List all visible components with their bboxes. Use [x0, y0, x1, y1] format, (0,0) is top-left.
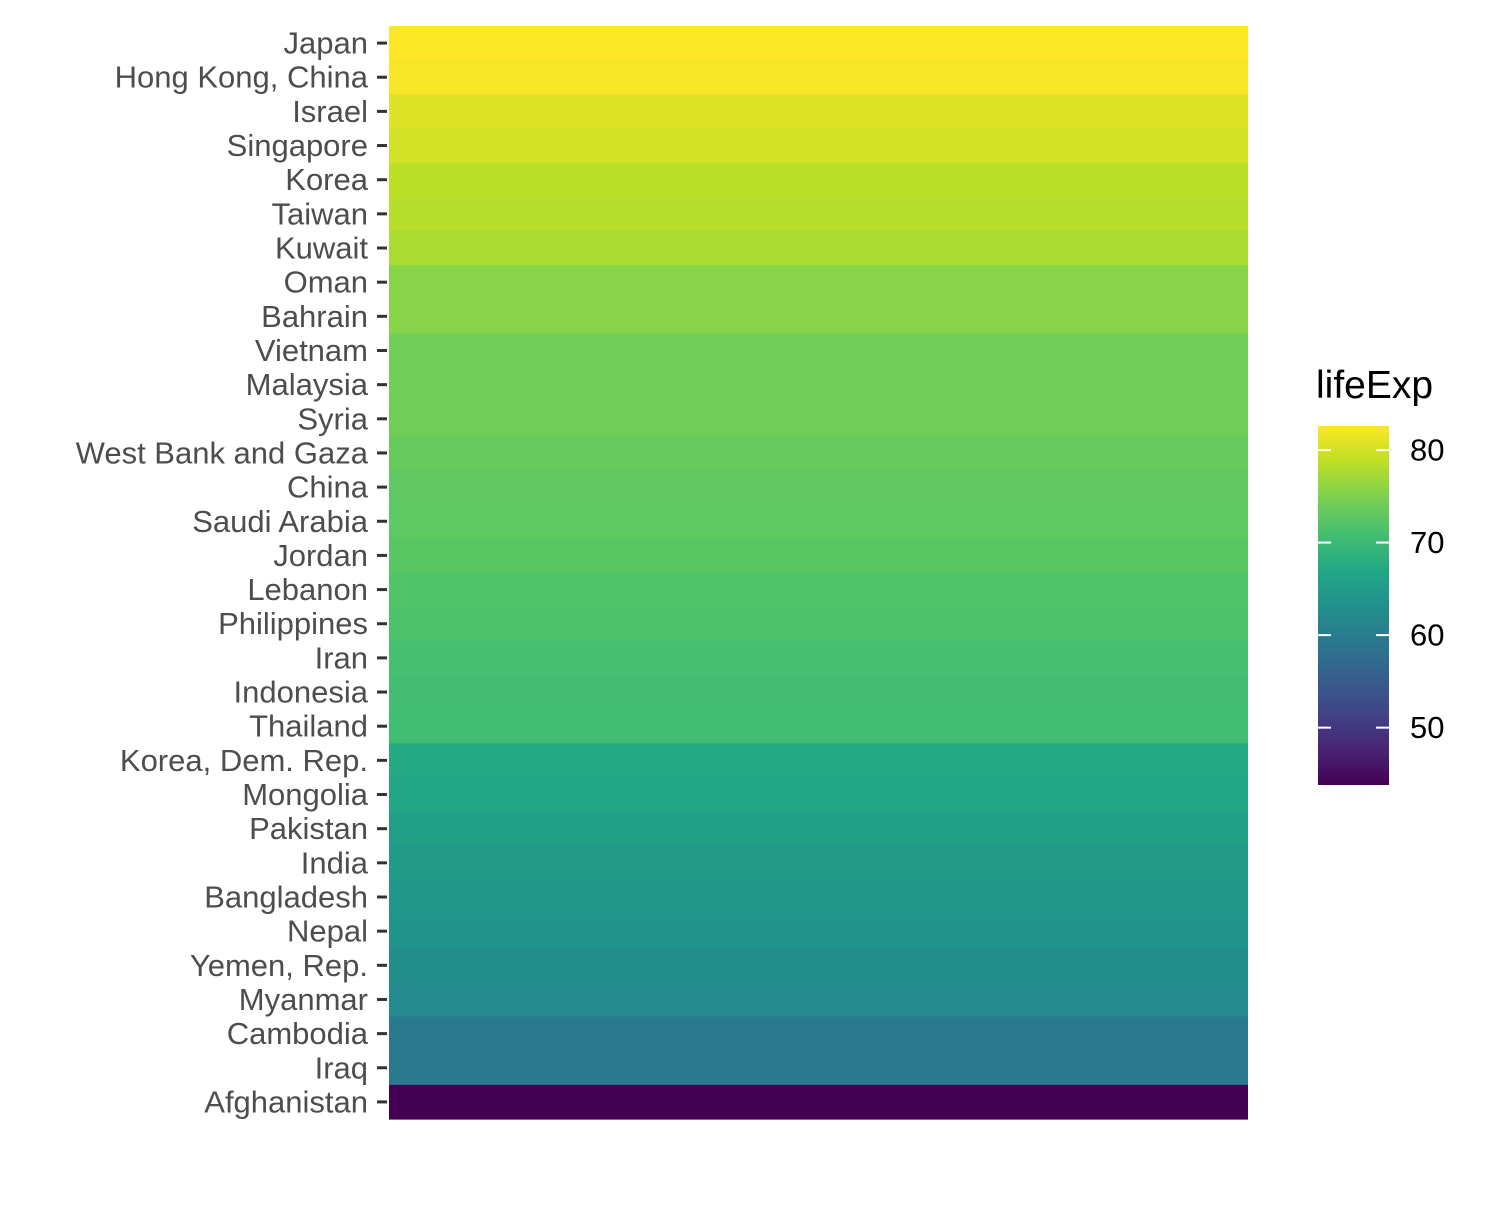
colorbar-legend: lifeExp 50 60 70 80 — [1316, 364, 1444, 785]
y-axis-tick-label: Lebanon — [247, 572, 368, 607]
y-axis-tick-label: West Bank and Gaza — [76, 435, 369, 470]
heatmap-tile — [389, 1050, 1248, 1086]
colorbar-ticks: 50 60 70 80 — [1318, 433, 1444, 745]
y-axis-tick-label: Taiwan — [272, 196, 369, 231]
y-axis-tick-label: Saudi Arabia — [192, 504, 369, 539]
heatmap-tile — [389, 94, 1248, 130]
heatmap-tile — [389, 162, 1248, 198]
y-axis-tick-label: Israel — [292, 94, 368, 129]
heatmap-tiles — [389, 26, 1248, 1120]
heatmap-tile — [389, 128, 1248, 164]
heatmap-tile — [389, 982, 1248, 1018]
heatmap-tile — [389, 914, 1248, 949]
y-axis-tick-label: Afghanistan — [204, 1084, 368, 1119]
heatmap-tile — [389, 674, 1248, 710]
heatmap-tile — [389, 845, 1248, 881]
heatmap-tile — [389, 196, 1248, 232]
y-axis-tick-label: Korea, Dem. Rep. — [120, 743, 368, 778]
y-axis-tick-label: Malaysia — [246, 367, 369, 402]
y-axis-tick-label: Vietnam — [255, 333, 368, 368]
heatmap-tile — [389, 640, 1248, 676]
heatmap-tile — [389, 367, 1248, 403]
heatmap-tile — [389, 1016, 1248, 1052]
colorbar-tick-label: 60 — [1410, 618, 1444, 653]
y-axis-tick-label: Syria — [297, 401, 368, 436]
heatmap-tile — [389, 879, 1248, 915]
colorbar-bar — [1318, 426, 1389, 785]
y-axis-tick-label: Bangladesh — [204, 879, 368, 914]
heatmap-tile — [389, 60, 1248, 95]
y-axis-tick-label: Yemen, Rep. — [190, 948, 368, 983]
heatmap-tile — [389, 470, 1248, 505]
heatmap-tile — [389, 401, 1248, 437]
y-axis-tick-label: Nepal — [287, 914, 368, 949]
y-axis-tick-label: Kuwait — [275, 231, 368, 266]
colorbar-tick-label: 50 — [1410, 710, 1444, 745]
y-axis-tick-label: Thailand — [249, 709, 368, 744]
heatmap-tile — [389, 538, 1248, 574]
y-axis-tick-label: Indonesia — [234, 675, 369, 710]
colorbar-tick-label: 80 — [1410, 433, 1444, 468]
y-axis-tick-label: Jordan — [273, 538, 368, 573]
y-axis-tick-label: Bahrain — [261, 299, 368, 334]
y-axis-tick-label: China — [287, 470, 369, 505]
y-axis-tick-label: Korea — [285, 162, 368, 197]
heatmap-tile — [389, 777, 1248, 813]
y-axis-tick-label: Hong Kong, China — [115, 60, 369, 95]
y-axis-tick-label: Iraq — [315, 1050, 368, 1085]
heatmap-tile — [389, 811, 1248, 847]
y-axis-tick-label: Singapore — [227, 128, 368, 163]
y-axis-tick-label: Japan — [284, 26, 368, 61]
heatmap-tile — [389, 709, 1248, 744]
heatmap-tile — [389, 230, 1248, 266]
heatmap-tile — [389, 333, 1248, 369]
y-axis-tick-label: India — [301, 845, 369, 880]
heatmap-tile — [389, 572, 1248, 608]
heatmap-tile — [389, 606, 1248, 642]
colorbar-tick-label: 70 — [1410, 525, 1444, 560]
y-axis-tick-label: Iran — [315, 640, 368, 675]
y-axis-tick-label: Philippines — [218, 606, 368, 641]
y-axis-tick-label: Myanmar — [239, 982, 368, 1017]
y-axis-tick-label: Mongolia — [242, 777, 369, 812]
heatmap-tile — [389, 299, 1248, 335]
heatmap-tile — [389, 1084, 1248, 1120]
y-axis-tick-label: Oman — [284, 265, 368, 300]
heatmap-tile — [389, 435, 1248, 471]
heatmap-tile — [389, 504, 1248, 539]
colorbar-title: lifeExp — [1316, 364, 1433, 407]
y-axis-tick-label: Cambodia — [227, 1016, 369, 1051]
heatmap-tile — [389, 948, 1248, 983]
y-axis-tick-label: Pakistan — [249, 811, 368, 846]
heatmap-tile — [389, 743, 1248, 779]
heatmap-tile — [389, 265, 1248, 300]
heatmap-tile — [389, 26, 1248, 61]
